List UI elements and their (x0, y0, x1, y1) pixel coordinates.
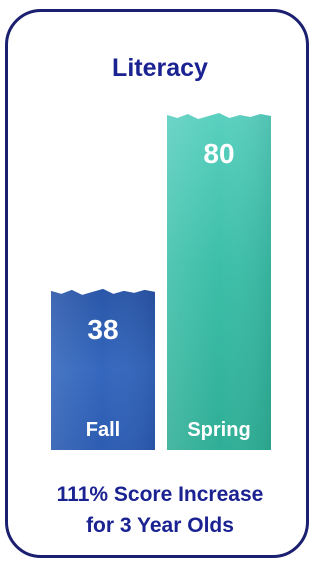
bar-label-spring: Spring (187, 419, 250, 441)
bar-label-fall: Fall (86, 419, 120, 441)
chart-caption: 111% Score Increase for 3 Year Olds (0, 479, 320, 541)
bar-value-spring: 80 (203, 138, 234, 169)
caption-line-2: for 3 Year Olds (86, 514, 234, 537)
caption-line-1: 111% Score Increase (56, 483, 264, 506)
bar-fall-texture (51, 288, 155, 450)
chart-title: Literacy (112, 54, 208, 82)
bar-value-fall: 38 (87, 314, 118, 345)
bar-spring-texture (167, 113, 271, 450)
